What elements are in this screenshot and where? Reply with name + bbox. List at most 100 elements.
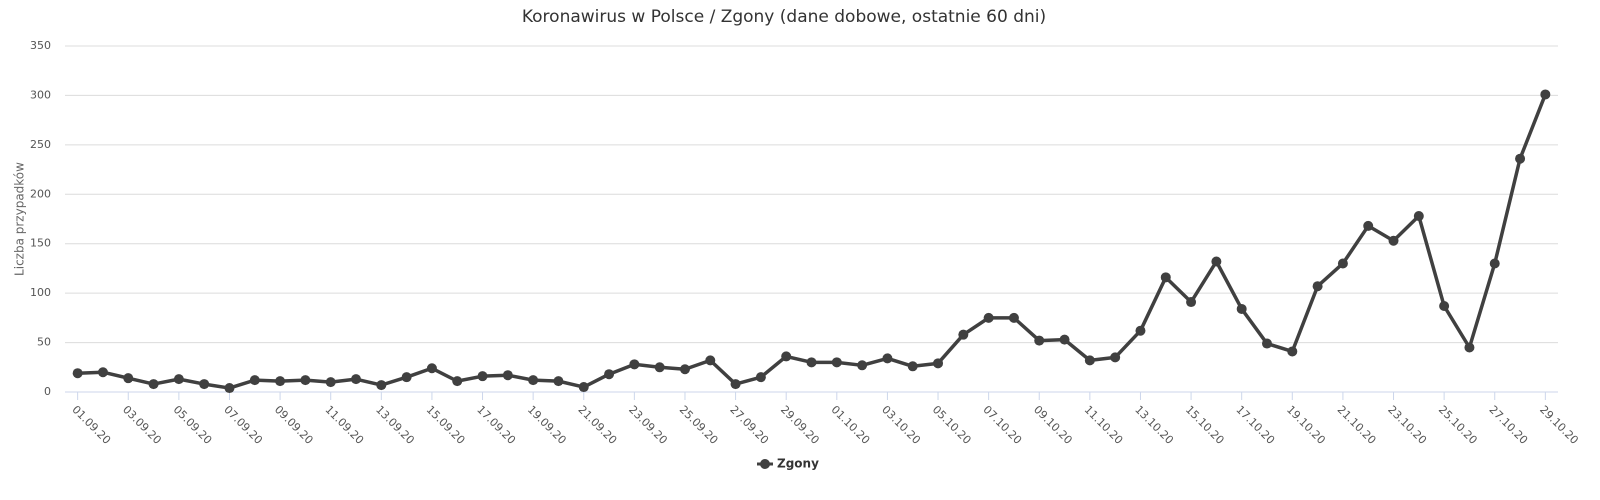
point xyxy=(1337,258,1348,269)
x-tick-label: 23.09.20 xyxy=(626,403,670,447)
point xyxy=(654,362,665,373)
x-tick-label: 27.09.20 xyxy=(727,403,771,447)
point xyxy=(679,364,690,375)
x-tick-label: 03.09.20 xyxy=(120,403,164,447)
point xyxy=(781,351,792,362)
point xyxy=(401,372,412,383)
point xyxy=(351,374,362,385)
point xyxy=(1287,346,1298,357)
point xyxy=(553,376,564,387)
point xyxy=(1439,300,1450,311)
x-tick-label: 17.09.20 xyxy=(474,403,518,447)
point xyxy=(224,383,235,394)
point xyxy=(730,379,741,390)
y-tick-label: 250 xyxy=(30,138,51,151)
legend-marker xyxy=(760,459,770,469)
point xyxy=(933,358,944,369)
point xyxy=(1186,297,1197,308)
point xyxy=(502,370,513,381)
point xyxy=(148,379,159,390)
point xyxy=(958,329,969,340)
point xyxy=(123,373,134,384)
x-tick-label: 11.10.20 xyxy=(1082,403,1126,447)
x-tick-label: 05.09.20 xyxy=(171,403,215,447)
x-tick-label: 15.09.20 xyxy=(424,403,468,447)
y-tick-label: 50 xyxy=(37,336,51,349)
point xyxy=(300,375,311,386)
y-axis-title: Liczba przypadków xyxy=(13,162,27,276)
point xyxy=(705,355,716,366)
point xyxy=(1312,281,1323,292)
x-tick-label: 07.10.20 xyxy=(980,403,1024,447)
x-tick-label: 19.10.20 xyxy=(1284,403,1328,447)
point xyxy=(907,361,918,372)
point xyxy=(578,382,589,393)
chart-title: Koronawirus w Polsce / Zgony (dane dobow… xyxy=(522,7,1046,27)
x-tick-label: 03.10.20 xyxy=(879,403,923,447)
x-tick-label: 05.10.20 xyxy=(930,403,974,447)
x-tick-label: 21.10.20 xyxy=(1335,403,1379,447)
x-tick-label: 17.10.20 xyxy=(1233,403,1277,447)
point xyxy=(275,376,286,387)
x-tick-label: 13.10.20 xyxy=(1132,403,1176,447)
point xyxy=(1059,334,1070,345)
point xyxy=(882,353,893,364)
point xyxy=(604,369,615,380)
x-tick-label: 01.10.20 xyxy=(829,403,873,447)
point xyxy=(831,357,842,368)
point xyxy=(1515,153,1526,164)
x-tick-label: 13.09.20 xyxy=(373,403,417,447)
point xyxy=(1540,89,1551,100)
point xyxy=(1084,355,1095,366)
y-tick-label: 150 xyxy=(30,237,51,250)
point xyxy=(983,312,994,323)
x-tick-label: 11.09.20 xyxy=(322,403,366,447)
point xyxy=(249,375,260,386)
point xyxy=(325,377,336,388)
x-tick-label: 29.09.20 xyxy=(778,403,822,447)
point xyxy=(1211,256,1222,267)
y-tick-label: 300 xyxy=(30,88,51,101)
point xyxy=(376,380,387,391)
point xyxy=(1135,325,1146,336)
point xyxy=(1413,211,1424,222)
x-tick-label: 29.10.20 xyxy=(1537,403,1581,447)
point xyxy=(72,368,83,379)
point xyxy=(426,363,437,374)
x-tick-label: 23.10.20 xyxy=(1385,403,1429,447)
point xyxy=(477,371,488,382)
x-tick-label: 09.10.20 xyxy=(1031,403,1075,447)
x-tick-label: 07.09.20 xyxy=(221,403,265,447)
point xyxy=(173,374,184,385)
x-tick-label: 01.09.20 xyxy=(69,403,113,447)
point xyxy=(806,357,817,368)
point xyxy=(1489,258,1500,269)
point xyxy=(1008,312,1019,323)
x-tick-label: 09.09.20 xyxy=(272,403,316,447)
legend-label: Zgony xyxy=(777,457,819,471)
point xyxy=(199,379,210,390)
point xyxy=(1236,303,1247,314)
point xyxy=(755,372,766,383)
y-tick-label: 0 xyxy=(44,385,51,398)
y-tick-label: 350 xyxy=(30,39,51,52)
point xyxy=(452,376,463,387)
point xyxy=(1464,342,1475,353)
y-tick-label: 200 xyxy=(30,187,51,200)
point xyxy=(528,375,539,386)
point xyxy=(629,359,640,370)
point xyxy=(857,360,868,371)
x-tick-label: 15.10.20 xyxy=(1183,403,1227,447)
point xyxy=(1160,272,1171,283)
point xyxy=(1110,352,1121,363)
x-tick-label: 25.10.20 xyxy=(1436,403,1480,447)
point xyxy=(97,367,108,378)
line xyxy=(77,93,1547,390)
x-tick-label: 27.10.20 xyxy=(1486,403,1530,447)
x-tick-label: 25.09.20 xyxy=(677,403,721,447)
point xyxy=(1363,220,1374,231)
x-tick-label: 21.09.20 xyxy=(576,403,620,447)
y-tick-label: 100 xyxy=(30,286,51,299)
point xyxy=(1261,338,1272,349)
